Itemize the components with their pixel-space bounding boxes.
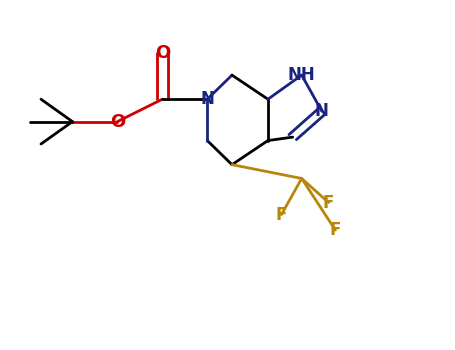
Text: N: N	[200, 90, 214, 108]
Text: F: F	[276, 205, 287, 224]
Text: F: F	[330, 221, 341, 239]
Text: F: F	[323, 194, 334, 211]
Text: O: O	[155, 44, 170, 62]
Text: N: N	[315, 102, 329, 120]
Text: O: O	[110, 113, 125, 131]
Text: NH: NH	[288, 66, 315, 84]
